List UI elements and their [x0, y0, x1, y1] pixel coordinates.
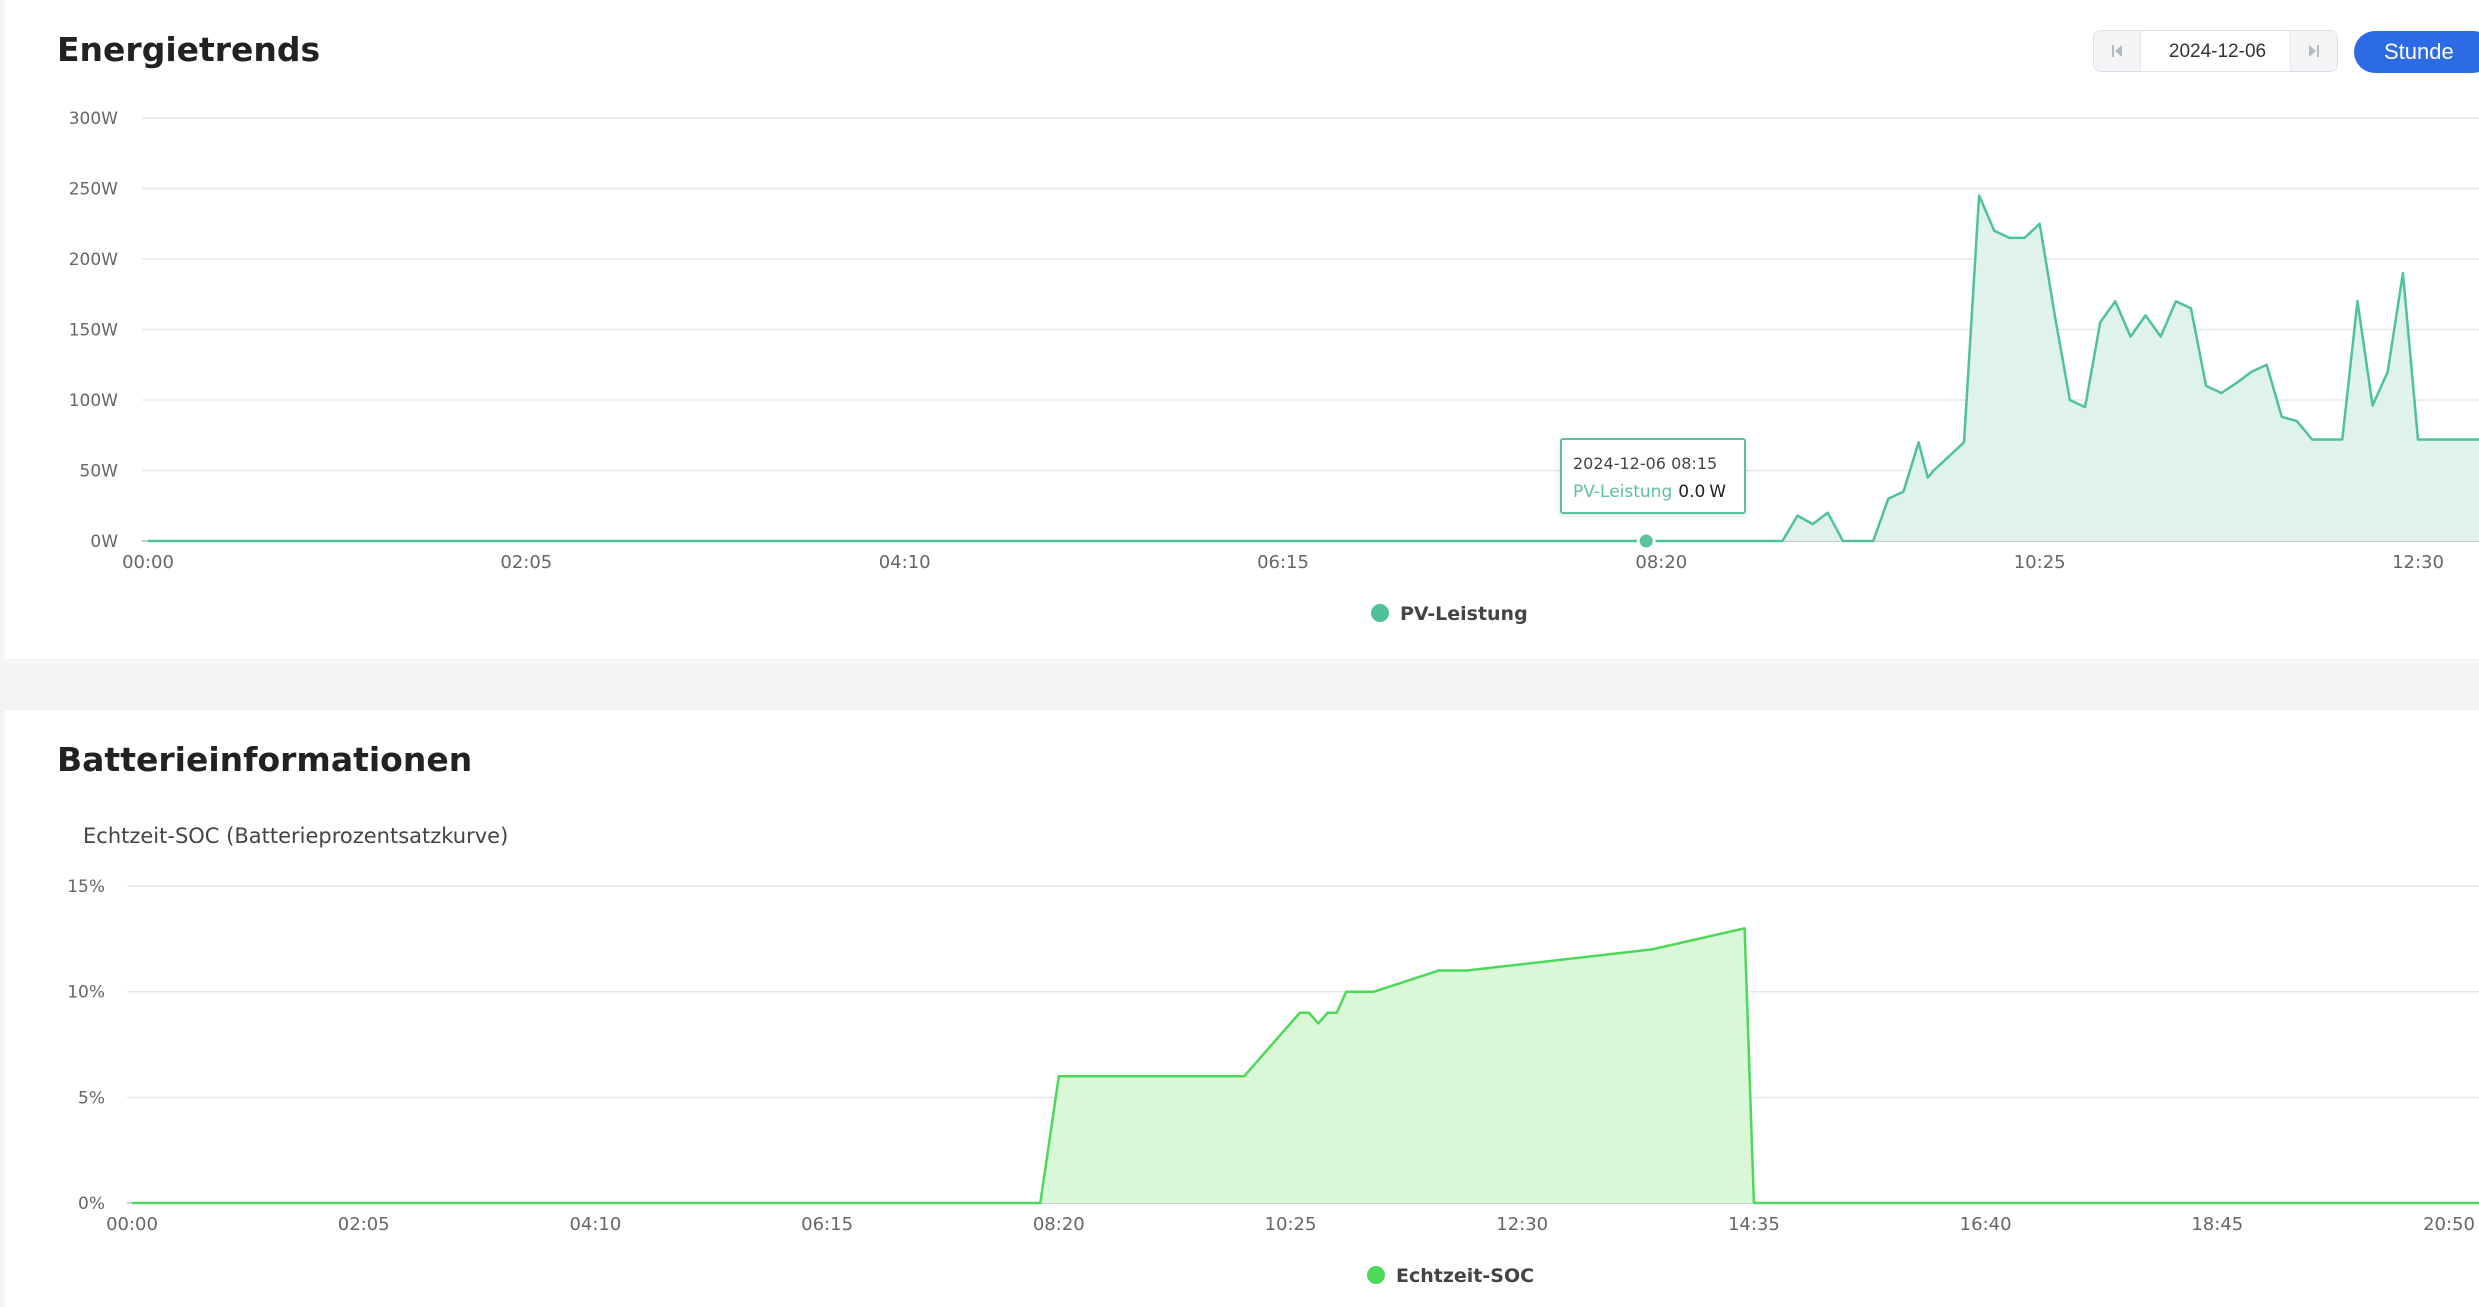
hour-unit-button[interactable]: Stunde	[2354, 31, 2479, 73]
x-tick-label: 02:05	[338, 1214, 390, 1235]
y-tick-label: 5%	[78, 1088, 105, 1108]
y-tick-label: 50W	[80, 462, 119, 482]
energy-trends-title: Energietrends	[57, 30, 321, 69]
tooltip-point-marker	[1636, 531, 1656, 551]
legend-marker	[1371, 604, 1389, 622]
x-tick-label: 06:15	[1257, 552, 1309, 573]
battery-info-title: Batterieinformationen	[57, 740, 473, 779]
y-tick-label: 10%	[67, 983, 105, 1003]
y-tick-label: 100W	[69, 391, 118, 411]
y-tick-label: 300W	[69, 109, 118, 129]
previous-date-button[interactable]	[2094, 31, 2141, 71]
y-tick-label: 150W	[69, 321, 118, 341]
tooltip-unit: W	[1709, 482, 1727, 502]
tooltip-series-name: PV-Leistung	[1573, 482, 1673, 502]
tooltip-value: 0.0	[1678, 482, 1706, 502]
x-tick-label: 04:10	[879, 552, 931, 573]
skip-previous-icon	[2112, 45, 2122, 57]
x-tick-label: 04:10	[569, 1214, 621, 1235]
legend-marker	[1367, 1266, 1385, 1284]
tooltip-time: 2024-12-06 08:15	[1573, 454, 1718, 473]
x-tick-label: 16:40	[1960, 1214, 2012, 1235]
x-tick-label: 08:20	[1033, 1214, 1085, 1235]
date-navigator	[2093, 30, 2338, 73]
x-tick-label: 12:30	[2392, 552, 2444, 573]
x-tick-label: 06:15	[801, 1214, 853, 1235]
y-tick-label: 250W	[69, 180, 118, 200]
battery-info-card: Batterieinformationen Echtzeit-SOC (Batt…	[5, 710, 2479, 1307]
tooltip-row: PV-Leistung 0.0 W	[1573, 482, 1726, 502]
legend-label: Echtzeit-SOC	[1396, 1265, 1534, 1287]
next-date-button[interactable]	[2290, 31, 2337, 71]
energy-trends-card: Energietrends Stunde 0W 50W 100W 150W 200W 25…	[5, 0, 2479, 659]
soc-chart: 0% 5% 10% 15% 00:00 02:05 04:10 06:15 08:20 10:25…	[67, 877, 2479, 1287]
x-tick-label: 18:45	[2191, 1214, 2243, 1235]
x-tick-label: 08:20	[1635, 552, 1687, 573]
x-tick-label: 10:25	[2014, 552, 2066, 573]
series-line	[148, 194, 2479, 543]
pv-power-chart: 0W 50W 100W 150W 200W 250W 300W 00:00 02:05 04:10…	[69, 109, 2479, 625]
series-area	[148, 195, 2479, 541]
series-area	[132, 928, 2479, 1203]
date-field[interactable]	[2140, 31, 2295, 73]
chart-tooltip: 2024-12-06 08:15 PV-Leistung 0.0 W	[1560, 438, 1746, 514]
x-tick-label: 14:35	[1728, 1214, 1780, 1235]
x-tick-label: 20:50	[2423, 1214, 2475, 1235]
x-tick-label: 02:05	[500, 552, 552, 573]
y-tick-label: 0%	[78, 1194, 105, 1214]
x-tick-label: 12:30	[1496, 1214, 1548, 1235]
x-tick-label: 10:25	[1265, 1214, 1317, 1235]
y-tick-label: 15%	[67, 877, 105, 897]
y-tick-label: 200W	[69, 250, 118, 270]
x-tick-label: 00:00	[122, 552, 174, 573]
soc-chart-subtitle: Echtzeit-SOC (Batterieprozentsatzkurve)	[83, 824, 509, 848]
y-tick-label: 0W	[90, 532, 118, 552]
skip-next-icon	[2309, 45, 2319, 57]
x-tick-label: 00:00	[106, 1214, 158, 1235]
legend-label: PV-Leistung	[1400, 603, 1528, 625]
series-line	[132, 927, 2479, 1205]
